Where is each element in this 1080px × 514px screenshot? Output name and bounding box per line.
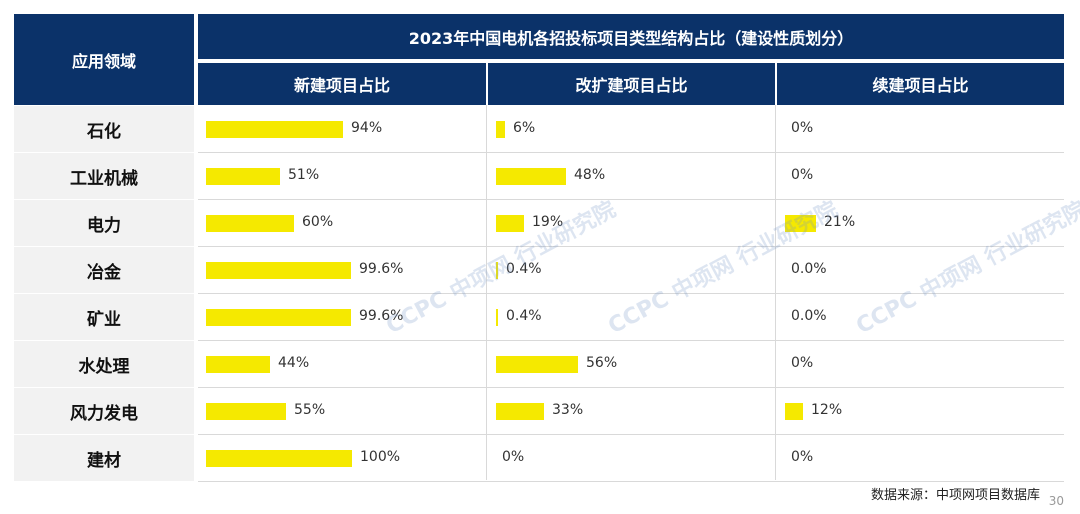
column-header-expansion: 改扩建项目占比 xyxy=(488,63,775,105)
column-header-continued: 续建项目占比 xyxy=(777,63,1064,105)
value-cell: 6% xyxy=(488,106,774,152)
column-divider xyxy=(486,105,487,480)
value-cell: 0.0% xyxy=(777,294,1063,340)
value-label: 19% xyxy=(532,214,564,230)
value-bar xyxy=(206,262,351,279)
value-cell: 21% xyxy=(777,200,1063,246)
value-label: 6% xyxy=(513,120,536,136)
value-cell: 51% xyxy=(198,153,484,199)
value-label: 94% xyxy=(351,120,383,136)
value-cell: 0% xyxy=(488,435,774,481)
value-label: 0% xyxy=(791,120,814,136)
value-bar xyxy=(206,121,343,138)
value-cell: 48% xyxy=(488,153,774,199)
table-row: 冶金 99.6% 0.4% 0.0% xyxy=(14,247,1064,294)
value-cell: 99.6% xyxy=(198,247,484,293)
value-label: 33% xyxy=(552,402,584,418)
table-title: 2023年中国电机各招投标项目类型结构占比（建设性质划分） xyxy=(198,14,1064,59)
row-divider xyxy=(198,199,1064,200)
column-divider xyxy=(775,105,776,480)
value-cell: 0% xyxy=(777,435,1063,481)
value-cell: 19% xyxy=(488,200,774,246)
value-label: 99.6% xyxy=(359,308,404,324)
row-divider xyxy=(198,246,1064,247)
row-label: 电力 xyxy=(14,200,194,246)
value-label: 99.6% xyxy=(359,261,404,277)
value-label: 0.0% xyxy=(791,308,827,324)
value-cell: 0% xyxy=(777,341,1063,387)
row-label: 建材 xyxy=(14,435,194,481)
value-cell: 100% xyxy=(198,435,484,481)
table-row: 工业机械 51% 48% 0% xyxy=(14,153,1064,200)
value-cell: 60% xyxy=(198,200,484,246)
row-divider xyxy=(198,152,1064,153)
row-divider xyxy=(198,434,1064,435)
value-bar xyxy=(496,356,578,373)
row-label: 工业机械 xyxy=(14,153,194,199)
value-bar xyxy=(496,215,524,232)
value-label: 0% xyxy=(791,355,814,371)
value-cell: 0.0% xyxy=(777,247,1063,293)
value-label: 0% xyxy=(791,449,814,465)
value-label: 0.4% xyxy=(506,261,542,277)
value-bar xyxy=(496,262,498,279)
value-label: 100% xyxy=(360,449,401,465)
value-cell: 56% xyxy=(488,341,774,387)
row-label: 冶金 xyxy=(14,247,194,293)
value-cell: 0.4% xyxy=(488,294,774,340)
row-divider xyxy=(198,481,1064,482)
value-cell: 0.4% xyxy=(488,247,774,293)
row-label: 风力发电 xyxy=(14,388,194,434)
value-bar xyxy=(785,403,803,420)
row-divider xyxy=(198,387,1064,388)
data-table: 应用领域 2023年中国电机各招投标项目类型结构占比（建设性质划分） 新建项目占… xyxy=(14,14,1064,482)
value-cell: 99.6% xyxy=(198,294,484,340)
value-bar xyxy=(206,450,352,467)
value-bar xyxy=(496,168,566,185)
table-row: 水处理 44% 56% 0% xyxy=(14,341,1064,388)
field-header: 应用领域 xyxy=(14,14,194,105)
data-source: 数据来源：中项网项目数据库 xyxy=(870,488,1040,503)
value-bar xyxy=(206,356,270,373)
value-label: 51% xyxy=(288,167,320,183)
value-bar xyxy=(496,121,505,138)
value-bar xyxy=(496,403,544,420)
value-bar xyxy=(496,309,498,326)
value-cell: 0% xyxy=(777,106,1063,152)
row-label: 水处理 xyxy=(14,341,194,387)
value-bar xyxy=(785,215,816,232)
table-row: 矿业 99.6% 0.4% 0.0% xyxy=(14,294,1064,341)
value-bar xyxy=(206,168,280,185)
value-label: 12% xyxy=(811,402,843,418)
value-cell: 44% xyxy=(198,341,484,387)
value-label: 60% xyxy=(302,214,334,230)
value-label: 0.4% xyxy=(506,308,542,324)
value-cell: 0% xyxy=(777,153,1063,199)
value-bar xyxy=(206,215,294,232)
value-label: 0.0% xyxy=(791,261,827,277)
value-cell: 55% xyxy=(198,388,484,434)
value-label: 44% xyxy=(278,355,310,371)
row-label: 矿业 xyxy=(14,294,194,340)
value-bar xyxy=(206,403,286,420)
column-header-new: 新建项目占比 xyxy=(198,63,486,105)
value-label: 21% xyxy=(824,214,856,230)
value-cell: 12% xyxy=(777,388,1063,434)
table-row: 风力发电 55% 33% 12% xyxy=(14,388,1064,435)
value-cell: 33% xyxy=(488,388,774,434)
table-row: 电力 60% 19% 21% xyxy=(14,200,1064,247)
value-bar xyxy=(206,309,351,326)
value-label: 55% xyxy=(294,402,326,418)
value-label: 0% xyxy=(791,167,814,183)
value-label: 56% xyxy=(586,355,618,371)
value-label: 48% xyxy=(574,167,606,183)
value-cell: 94% xyxy=(198,106,484,152)
row-label: 石化 xyxy=(14,106,194,152)
row-divider xyxy=(198,293,1064,294)
table-row: 石化 94% 6% 0% xyxy=(14,106,1064,153)
row-divider xyxy=(198,340,1064,341)
page-number: 30 xyxy=(1048,494,1064,508)
value-label: 0% xyxy=(502,449,525,465)
table-row: 建材 100% 0% 0% xyxy=(14,435,1064,482)
